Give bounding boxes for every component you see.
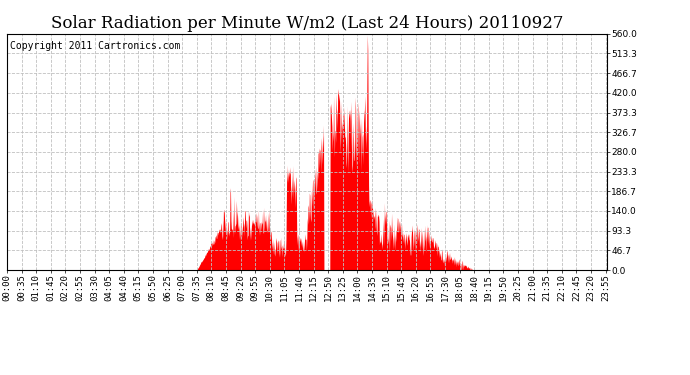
Title: Solar Radiation per Minute W/m2 (Last 24 Hours) 20110927: Solar Radiation per Minute W/m2 (Last 24…	[51, 15, 563, 32]
Text: Copyright 2011 Cartronics.com: Copyright 2011 Cartronics.com	[10, 41, 180, 51]
